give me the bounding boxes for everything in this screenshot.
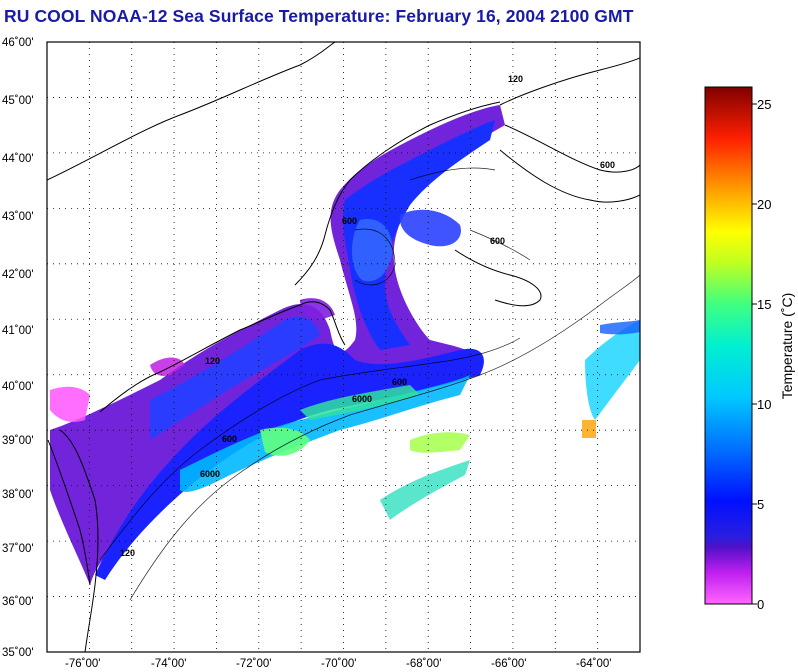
- contour-label-6000: 6000: [200, 469, 220, 479]
- lat-label: 35˚00': [2, 647, 34, 659]
- lat-label: 46˚00': [2, 37, 34, 49]
- lon-label: -68˚00': [406, 658, 441, 670]
- lon-label: -74˚00': [151, 658, 186, 670]
- contour-label-600: 600: [222, 434, 237, 444]
- lat-label: 42˚00': [2, 269, 34, 281]
- coastline-layer: [47, 42, 640, 652]
- lon-label: -70˚00': [321, 658, 356, 670]
- colorbar-tick-label: 10: [757, 397, 771, 412]
- contour-label-120: 120: [120, 548, 135, 558]
- contour-label-600: 600: [600, 160, 615, 170]
- lon-label: -66˚00': [491, 658, 526, 670]
- contour-label-600: 600: [342, 216, 357, 226]
- lat-label: 45˚00': [2, 95, 34, 107]
- lat-label: 37˚00': [2, 543, 34, 555]
- contour-label-6000: 6000: [352, 394, 372, 404]
- lon-label: -72˚00': [236, 658, 271, 670]
- lon-label: -64˚00': [576, 658, 611, 670]
- longitude-labels: -76˚00' -74˚00' -72˚00' -70˚00' -68˚00' …: [65, 658, 611, 670]
- contour-label-600: 600: [490, 236, 505, 246]
- colorbar: 25 20 15 10 5 0 Temperature (˚C): [704, 86, 795, 612]
- colorbar-tick-label: 5: [757, 497, 764, 512]
- colorbar-tick-label: 20: [757, 197, 771, 212]
- map-background: [47, 42, 640, 652]
- contour-label-120: 120: [508, 74, 523, 84]
- lat-label: 36˚00': [2, 596, 34, 608]
- lat-label: 44˚00': [2, 153, 34, 165]
- latitude-labels: 46˚00' 45˚00' 44˚00' 43˚00' 42˚00' 41˚00…: [2, 37, 34, 659]
- lon-label: -76˚00': [65, 658, 100, 670]
- colorbar-tick-label: 25: [757, 97, 771, 112]
- contour-label-600: 600: [392, 377, 407, 387]
- lat-label: 43˚00': [2, 211, 34, 223]
- lat-label: 38˚00': [2, 489, 34, 501]
- lat-label: 40˚00': [2, 381, 34, 393]
- lat-label: 41˚00': [2, 325, 34, 337]
- colorbar-tick-label: 15: [757, 297, 771, 312]
- colorbar-title: Temperature (˚C): [779, 293, 795, 400]
- isobath-layer: [99, 167, 640, 601]
- contour-label-120: 120: [205, 356, 220, 366]
- map-title: RU COOL NOAA-12 Sea Surface Temperature:…: [4, 6, 634, 26]
- lat-label: 39˚00': [2, 435, 34, 447]
- map-frame: [46, 41, 641, 653]
- sst-data-layer: [50, 105, 640, 585]
- colorbar-tick-label: 0: [757, 597, 764, 612]
- colorbar-gradient: [704, 86, 753, 605]
